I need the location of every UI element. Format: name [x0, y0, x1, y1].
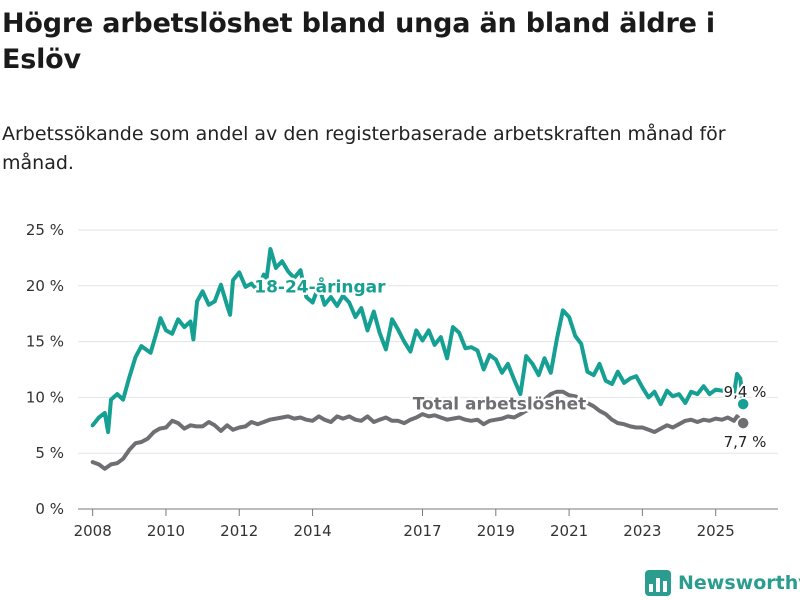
gridlines [78, 229, 778, 510]
bar-chart-logo-icon [645, 570, 671, 596]
brand-name: Newsworthy [678, 572, 800, 594]
chart-title: Högre arbetslöshet bland unga än bland ä… [2, 8, 715, 75]
series-line-total [90, 389, 746, 471]
y-tick-label: 20 % [26, 277, 64, 295]
end-label-youth: 9,4 % [724, 383, 767, 401]
x-tick-label: 2008 [74, 522, 112, 540]
series-labels: 18-24-åringar Total arbetslöshet 9,4 % 7,7 … [252, 273, 769, 453]
series-label-total: Total arbetslöshet [413, 395, 587, 415]
x-tick-label: 2025 [697, 522, 735, 540]
end-point-youth [736, 397, 750, 411]
x-tick-label: 2010 [147, 522, 185, 540]
brand[interactable]: Newsworthy [644, 567, 800, 599]
y-tick-label: 5 % [35, 444, 64, 462]
series-line-youth [90, 247, 746, 434]
y-tick-label: 0 % [35, 500, 64, 518]
x-tick-label: 2023 [623, 522, 661, 540]
end-label-total: 7,7 % [724, 433, 767, 451]
y-axis: 0 % 5 % 10 % 15 % 20 % 25 % [26, 221, 64, 518]
series-label-youth: 18-24-åringar [254, 275, 386, 297]
series-lines [90, 247, 750, 471]
x-tick-label: 2017 [403, 522, 441, 540]
chart-subtitle: Arbetssökande som andel av den registerb… [2, 123, 726, 174]
x-axis: 2008 2010 2012 2014 2017 2019 2021 2023 2025 [74, 509, 735, 540]
y-tick-label: 25 % [26, 221, 64, 239]
y-tick-label: 10 % [26, 388, 64, 406]
x-tick-label: 2014 [293, 522, 331, 540]
x-tick-label: 2012 [220, 522, 258, 540]
x-tick-label: 2019 [477, 522, 515, 540]
y-tick-label: 15 % [26, 333, 64, 351]
x-tick-label: 2021 [550, 522, 588, 540]
end-point-total [736, 416, 750, 430]
